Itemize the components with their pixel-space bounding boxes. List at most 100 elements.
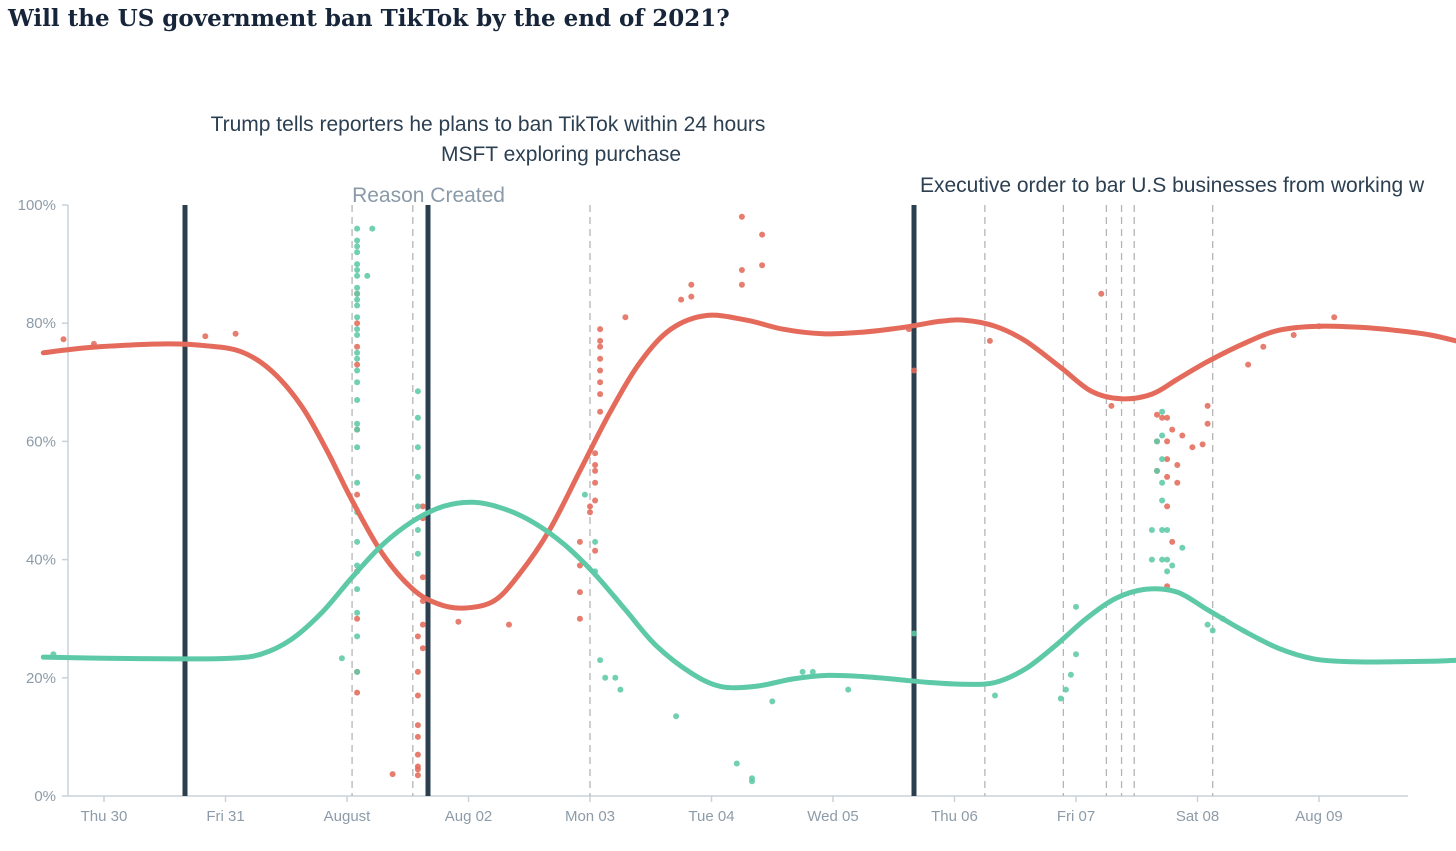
yes-dot bbox=[759, 262, 766, 269]
yes-dot bbox=[414, 668, 421, 675]
yes-dot bbox=[1164, 438, 1171, 445]
no-dot bbox=[354, 326, 361, 333]
x-tick-label: Tue 04 bbox=[688, 808, 734, 825]
yes-dot bbox=[354, 615, 361, 622]
axes: 0% 20% 40% 60% 80% 100% Thu 30 Fri 31 August Aug … bbox=[18, 197, 1408, 825]
no-dot bbox=[354, 332, 361, 338]
yes-dot bbox=[1164, 456, 1171, 463]
no-dot bbox=[354, 609, 361, 616]
no-dot bbox=[581, 491, 588, 498]
yes-dot bbox=[354, 343, 361, 350]
yes-dot bbox=[1174, 462, 1181, 468]
no-dot bbox=[1073, 603, 1079, 610]
no-dot bbox=[354, 426, 361, 433]
yes-dot bbox=[622, 314, 629, 321]
no-dot bbox=[612, 674, 619, 681]
yes-dot bbox=[688, 293, 695, 300]
x-tick-label: Wed 05 bbox=[807, 808, 858, 825]
yes-dot bbox=[354, 491, 361, 498]
no-dot bbox=[1159, 497, 1166, 504]
yes-dot bbox=[354, 361, 361, 368]
yes-dot bbox=[1204, 402, 1211, 409]
no-dot bbox=[1159, 527, 1166, 533]
no-dot bbox=[354, 349, 361, 356]
yes-dot bbox=[587, 503, 593, 510]
no-dot bbox=[673, 713, 680, 720]
no-dot bbox=[602, 674, 609, 681]
yes-dot bbox=[1189, 444, 1196, 451]
x-tick-label: Aug 09 bbox=[1295, 808, 1343, 825]
no-dot bbox=[354, 538, 361, 545]
yes-dot bbox=[1331, 314, 1338, 321]
yes-dot bbox=[414, 633, 421, 640]
yes-dot bbox=[597, 391, 604, 398]
event-lines bbox=[182, 205, 917, 796]
yes-dot bbox=[576, 562, 583, 569]
no-dot bbox=[845, 686, 852, 693]
yes-dot bbox=[419, 645, 426, 652]
yes-dot bbox=[414, 772, 421, 779]
no-dot bbox=[354, 249, 361, 256]
yes-dot bbox=[1290, 332, 1297, 338]
no-dot bbox=[733, 760, 740, 767]
yes-dot bbox=[738, 267, 745, 273]
event-label: Executive order to bar U.S businesses fr… bbox=[920, 174, 1425, 197]
no-dot bbox=[1179, 544, 1186, 551]
no-dot bbox=[354, 397, 361, 403]
yes-dot bbox=[414, 733, 421, 740]
yes-dot bbox=[592, 462, 599, 468]
yes-dot bbox=[389, 771, 396, 778]
no-dot bbox=[1209, 627, 1216, 634]
reason-lines bbox=[351, 205, 1214, 796]
no-dot bbox=[1148, 527, 1155, 533]
no-dot bbox=[354, 261, 361, 268]
event-label: MSFT exploring purchase bbox=[441, 143, 681, 166]
yes-dot bbox=[986, 337, 993, 344]
yes-dot bbox=[1098, 290, 1105, 297]
no-dot bbox=[809, 668, 816, 675]
no-dot bbox=[354, 668, 361, 675]
yes-dot bbox=[1245, 361, 1252, 368]
no-dot bbox=[354, 379, 361, 386]
no-dot bbox=[992, 692, 998, 699]
yes-dot bbox=[592, 479, 599, 486]
page-title: Will the US government ban TikTok by the… bbox=[8, 5, 730, 32]
no-dot bbox=[1067, 671, 1074, 678]
x-tick-label: Aug 02 bbox=[445, 808, 493, 825]
no-dot bbox=[1073, 651, 1079, 658]
x-tick-label: Sat 08 bbox=[1176, 808, 1219, 825]
no-dot bbox=[1204, 621, 1211, 628]
x-tick-label: Thu 06 bbox=[931, 808, 978, 825]
yes-dot bbox=[1108, 402, 1115, 409]
yes-dot bbox=[1199, 441, 1206, 448]
no-dot bbox=[338, 655, 345, 662]
no-dot bbox=[354, 243, 361, 250]
y-tick-label: 60% bbox=[26, 433, 56, 450]
no-dot bbox=[414, 527, 421, 533]
no-dot bbox=[1062, 686, 1069, 693]
no-dot bbox=[1057, 695, 1064, 702]
yes-dot bbox=[232, 330, 239, 337]
yes-dot bbox=[592, 467, 599, 474]
no-dot bbox=[1164, 527, 1171, 533]
no-dot bbox=[354, 479, 361, 486]
yes-dot bbox=[597, 379, 604, 386]
no-dot bbox=[1169, 562, 1176, 569]
no-dot bbox=[1159, 456, 1166, 463]
yes-dot bbox=[738, 213, 745, 220]
yes-dot bbox=[506, 621, 512, 628]
no-dot bbox=[414, 414, 421, 421]
no-dot bbox=[354, 284, 361, 291]
yes-dot bbox=[1154, 411, 1160, 418]
no-dot bbox=[911, 630, 917, 637]
yes-dot bbox=[597, 367, 604, 374]
yes-dot bbox=[597, 355, 604, 362]
no-dot bbox=[414, 388, 421, 395]
yes-dot bbox=[688, 281, 695, 288]
yes-dot bbox=[419, 503, 426, 510]
no-dot bbox=[354, 444, 361, 451]
yes-dot bbox=[1159, 414, 1166, 421]
yes-dot bbox=[1179, 432, 1186, 439]
x-tick-label: Fri 07 bbox=[1057, 808, 1095, 825]
yes-dot bbox=[678, 296, 685, 303]
